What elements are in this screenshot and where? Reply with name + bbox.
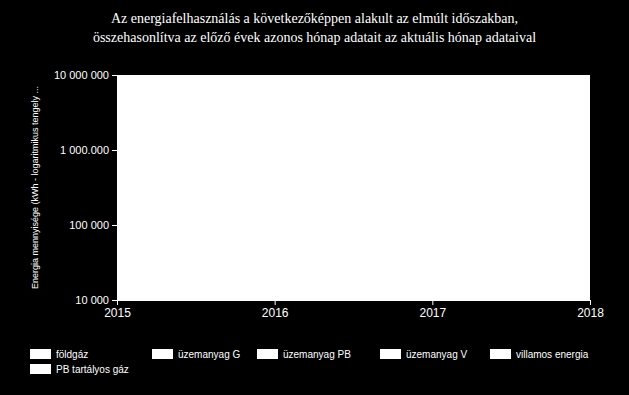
x-tick-mark [117, 300, 118, 305]
y-tick: 100 000 [69, 219, 117, 231]
y-tick: 10 000 [75, 294, 117, 306]
legend-swatch [380, 349, 401, 359]
legend-swatch [30, 364, 51, 374]
legend-label: PB tartályos gáz [56, 364, 129, 375]
x-tick-label: 2017 [419, 306, 446, 320]
x-tick: 2018 [577, 300, 604, 320]
background [0, 0, 629, 395]
x-axis-line [118, 301, 591, 306]
x-tick: 2017 [419, 300, 446, 320]
y-tick-label: 10 000 000 [54, 69, 109, 81]
x-axis: 2015 2016 2017 2018 [104, 300, 604, 320]
y-tick-label: 1 000.000 [60, 144, 109, 156]
y-tick-mark [112, 150, 117, 151]
y-tick-mark [112, 300, 117, 301]
legend-swatch [257, 349, 278, 359]
x-tick: 2015 [104, 300, 131, 320]
x-tick-mark [432, 300, 433, 305]
title: Az energiafelhasználás a következőképpen… [93, 11, 536, 45]
y-axis-title: Energia mennyisége (kWh - logaritmikus t… [30, 86, 40, 289]
legend-label: földgáz [56, 349, 88, 360]
legend-label: üzemanyag V [406, 349, 467, 360]
legend-swatch [490, 349, 511, 359]
legend-label: üzemanyag G [178, 349, 240, 360]
x-tick-mark [275, 300, 276, 305]
y-axis-line [112, 76, 118, 301]
legend-swatch [152, 349, 173, 359]
plot-area [117, 75, 590, 300]
legend-label: villamos energia [516, 349, 589, 360]
x-tick-label: 2015 [104, 306, 131, 320]
x-tick-label: 2018 [577, 306, 604, 320]
y-tick-label: 10 000 [75, 294, 109, 306]
legend-label: üzemanyag PB [283, 349, 351, 360]
x-tick-label: 2016 [262, 306, 289, 320]
x-tick: 2016 [262, 300, 289, 320]
x-tick-mark [590, 300, 591, 305]
y-tick: 1 000.000 [60, 144, 117, 156]
y-tick-label: 100 000 [69, 219, 109, 231]
y-axis: 10 000 100 000 1 000.000 10 000 000 [54, 69, 118, 306]
y-tick: 10 000 000 [54, 69, 117, 81]
legend: földgáz üzemanyag G üzemanyag PB üzemanyag … [30, 349, 589, 375]
y-tick-mark [112, 75, 117, 76]
chart: Az energiafelhasználás a következőképpen… [0, 0, 629, 395]
y-tick-mark [112, 225, 117, 226]
legend-swatch [30, 349, 51, 359]
